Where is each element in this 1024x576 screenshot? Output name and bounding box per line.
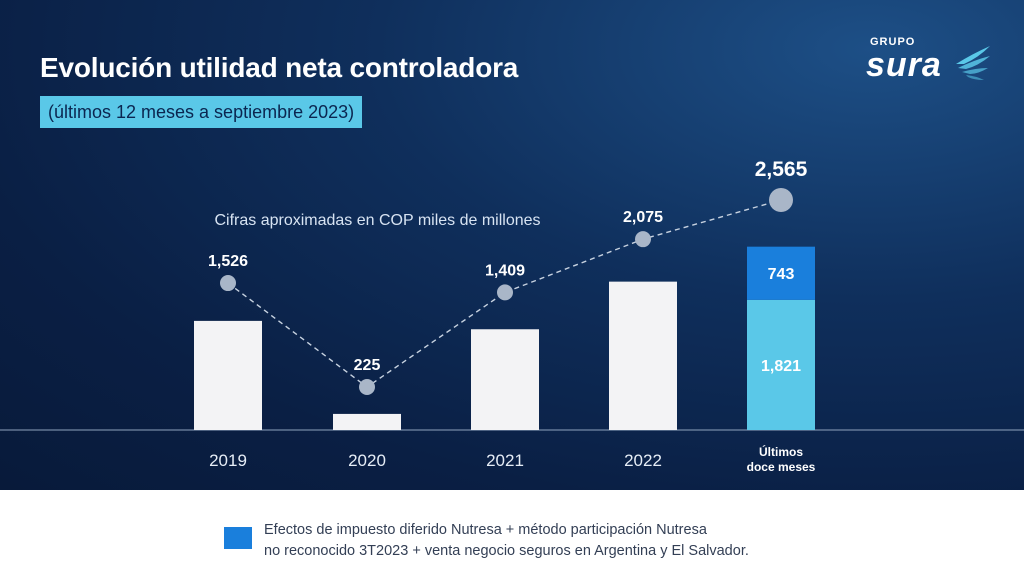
legend-line-2: no reconocido 3T2023 + venta negocio seg… [264,543,749,559]
category-label: Últimos doce meses [747,444,816,474]
data-point-marker [769,188,793,212]
bar [333,413,401,430]
category-label: 2019 [209,451,247,470]
value-label: 2,075 [623,209,663,226]
logo-grupo-text: GRUPO [870,36,916,48]
data-point-marker [359,379,375,396]
data-point-marker [497,284,513,301]
value-label: 1,526 [208,253,248,270]
chart-subtitle: (últimos 12 meses a septiembre 2023) [40,96,363,128]
slide-background: Evolución utilidad neta controladora (úl… [0,0,1024,490]
stacked-bar-segment [747,246,815,300]
legend-swatch [224,527,252,549]
category-label: 2021 [486,451,524,470]
bar [471,329,539,430]
legend-line-1: Efectos de impuesto diferido Nutresa + m… [264,522,707,538]
legend: Efectos de impuesto diferido Nutresa + m… [224,520,864,564]
segment-label: 743 [768,266,795,283]
chart-title: Evolución utilidad neta controladora [40,52,519,83]
chart-note: Cifras aproximadas en COP miles de millo… [214,212,541,229]
grupo-sura-logo: GRUPO sura [862,36,994,96]
bar [609,281,677,430]
data-point-marker [635,231,651,248]
value-label: 1,409 [485,262,525,279]
logo-sura-text: sura [866,46,942,84]
category-label: 2020 [348,451,386,470]
stacked-bar-segment [747,299,815,430]
data-point-marker [220,275,236,292]
value-label: 2,565 [755,158,808,181]
category-label: 2022 [624,451,662,470]
bar [194,320,262,430]
wing-icon [956,46,990,80]
segment-label: 1,821 [761,358,801,375]
value-label: 225 [354,357,381,374]
chart-area: 1,821 743 1,526 225 1,409 2,075 2,565 2019 2020 2… [0,158,1024,474]
legend-text: Efectos de impuesto diferido Nutresa + m… [264,520,864,562]
